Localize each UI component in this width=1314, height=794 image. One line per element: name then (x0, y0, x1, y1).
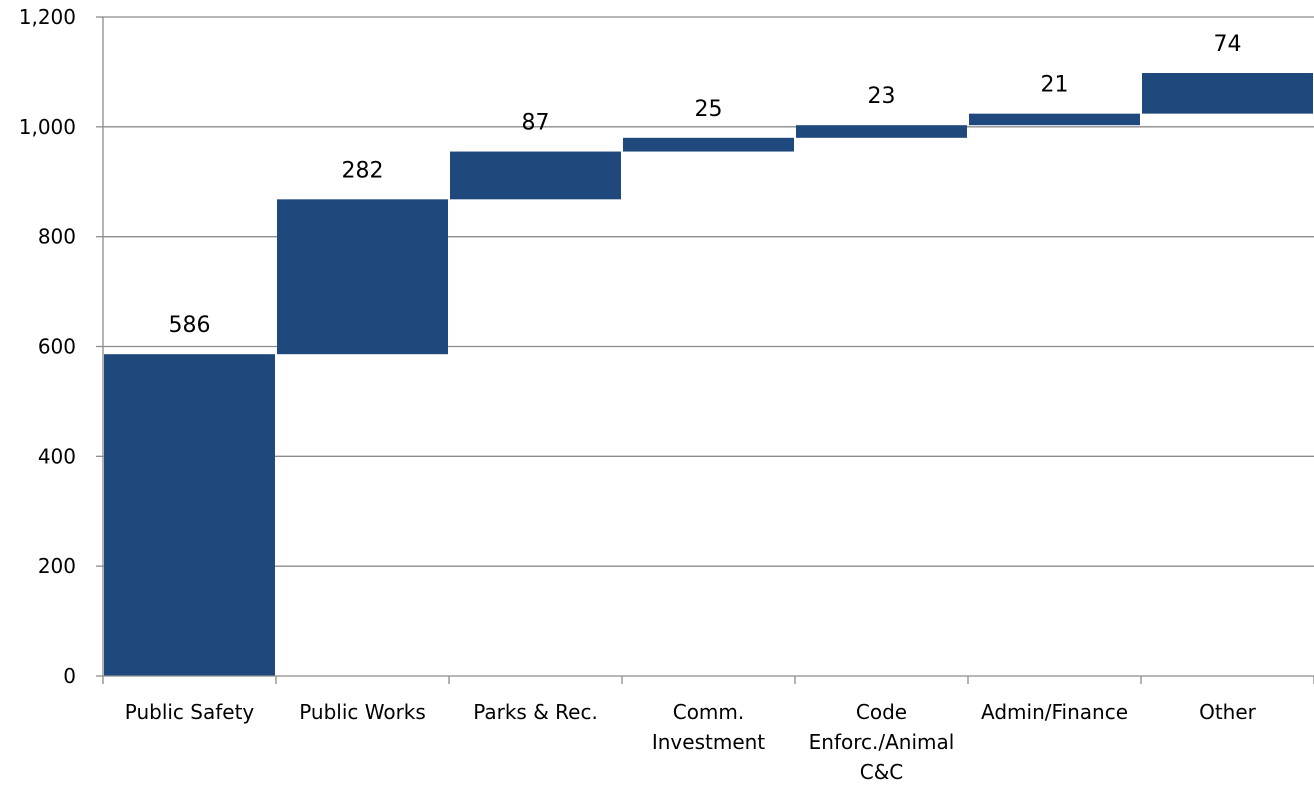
x-category-label-4: Code Enforc./Animal C&C (809, 700, 955, 784)
x-category-line: C&C (860, 760, 904, 784)
x-category-line: Comm. (673, 700, 745, 724)
x-category-label-1: Public Works (299, 700, 426, 724)
x-category-line: Public Works (299, 700, 426, 724)
x-category-line: Public Safety (125, 700, 255, 724)
data-label-5: 21 (1041, 73, 1069, 98)
data-label-0: 586 (169, 313, 211, 338)
data-label-3: 25 (695, 97, 723, 122)
bar-3 (623, 137, 794, 152)
x-category-line: Code (856, 700, 907, 724)
x-category-label-2: Parks & Rec. (473, 700, 598, 724)
bar-5 (969, 113, 1140, 126)
bar-1 (277, 199, 448, 355)
bars (104, 73, 1313, 676)
y-tick-label-4: 800 (38, 225, 76, 249)
bar-0 (104, 354, 275, 676)
y-tick-label-1: 200 (38, 554, 76, 578)
data-label-1: 282 (342, 158, 384, 183)
axes (96, 16, 1314, 684)
y-tick-label-5: 1,000 (19, 115, 76, 139)
x-category-line: Parks & Rec. (473, 700, 598, 724)
x-category-label-6: Other (1199, 700, 1257, 724)
labels: 0 200 400 600 800 1,000 1,200 586 282 87 25 23 21 74 P… (19, 5, 1257, 784)
y-tick-label-0: 0 (63, 664, 76, 688)
bar-2 (450, 151, 621, 200)
bar-6 (1142, 73, 1313, 114)
data-label-6: 74 (1214, 32, 1242, 57)
y-tick-label-6: 1,200 (19, 5, 76, 29)
x-category-line: Enforc./Animal (809, 730, 955, 754)
x-category-label-0: Public Safety (125, 700, 255, 724)
x-category-line: Other (1199, 700, 1257, 724)
data-label-4: 23 (868, 84, 896, 109)
data-label-2: 87 (522, 111, 550, 136)
x-category-label-3: Comm. Investment (652, 700, 765, 754)
y-tick-label-2: 400 (38, 444, 76, 468)
x-category-line: Admin/Finance (981, 700, 1128, 724)
y-tick-label-3: 600 (38, 335, 76, 359)
x-category-line: Investment (652, 730, 765, 754)
x-category-label-5: Admin/Finance (981, 700, 1128, 724)
bar-4 (796, 125, 967, 138)
